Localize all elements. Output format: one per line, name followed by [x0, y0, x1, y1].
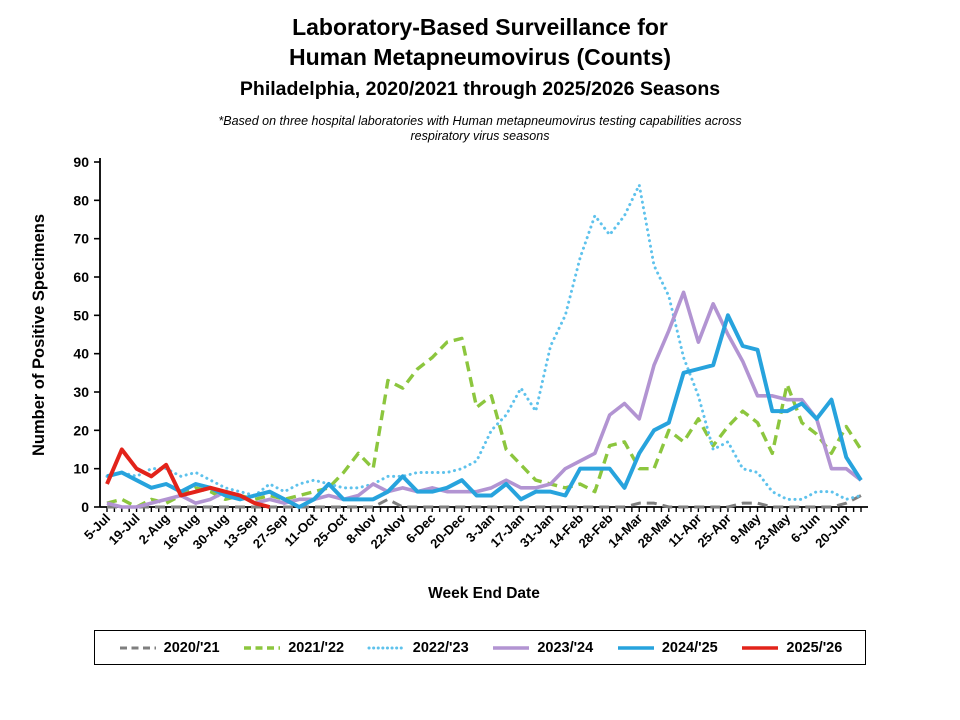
plot-area: 01020304050607080905-Jul19-Jul2-Aug16-Au…: [73, 154, 868, 552]
legend-label: 2022/'23: [412, 639, 469, 656]
series-line-2021--22: [106, 336, 863, 509]
legend-line-sample: [367, 646, 407, 649]
y-tick-label: 60: [73, 269, 89, 285]
legend-label: 2025/'26: [786, 639, 843, 656]
series-line-2025--26: [105, 447, 271, 509]
series-line-2024--25: [106, 313, 863, 509]
chart-title-line1: Laboratory-Based Surveillance for: [292, 14, 668, 40]
x-tick-label: 25-Apr: [694, 511, 734, 551]
y-tick-label: 40: [73, 346, 89, 362]
legend-label: 2024/'25: [661, 639, 718, 656]
y-axis-title: Number of Positive Specimens: [30, 214, 48, 456]
legend-item-2024--25: 2024/'25: [616, 640, 718, 656]
y-tick-label: 50: [73, 307, 89, 323]
legend-line-sample: [119, 646, 156, 649]
series-line-2020--21: [107, 494, 862, 509]
chart-footnote: *Based on three hospital laboratories wi…: [218, 114, 742, 143]
legend-label: 2023/'24: [537, 639, 594, 656]
legend: 2020/'21 2021/'22 2022/'23 2023/'24 2024/'25…: [94, 630, 866, 665]
x-axis-title: Week End Date: [428, 585, 540, 602]
y-tick-label: 90: [73, 154, 89, 170]
legend-line-sample: [742, 645, 779, 650]
legend-line-sample: [493, 645, 530, 650]
x-tick-label: 19-Jul: [106, 511, 143, 548]
legend-label: 2021/'22: [288, 639, 345, 656]
series-line-2022--23: [105, 183, 863, 501]
x-tick-label: 25-Oct: [310, 510, 350, 550]
y-tick-label: 20: [73, 422, 89, 438]
legend-item-2022--23: 2022/'23: [367, 640, 469, 656]
y-tick-label: 30: [73, 384, 89, 400]
y-tick-label: 10: [73, 461, 89, 477]
legend-label: 2020/'21: [163, 639, 220, 656]
legend-item-2025--26: 2025/'26: [740, 640, 842, 656]
legend-item-2020--21: 2020/'21: [118, 640, 220, 656]
chart-title-line2: Human Metapneumovirus (Counts): [288, 44, 672, 70]
legend-line-sample: [244, 645, 281, 650]
y-tick-label: 0: [81, 499, 89, 515]
chart-title-line3: Philadelphia, 2020/2021 through 2025/202…: [239, 78, 721, 100]
y-tick-label: 80: [73, 192, 89, 208]
chart-canvas: Number of Positive Specimens 0 10 20 30 40 50…: [30, 154, 868, 552]
legend-line-sample: [617, 645, 654, 650]
legend-item-2023--24: 2023/'24: [491, 640, 593, 656]
y-tick-label: 70: [73, 231, 89, 247]
legend-item-2021--22: 2021/'22: [242, 640, 344, 656]
